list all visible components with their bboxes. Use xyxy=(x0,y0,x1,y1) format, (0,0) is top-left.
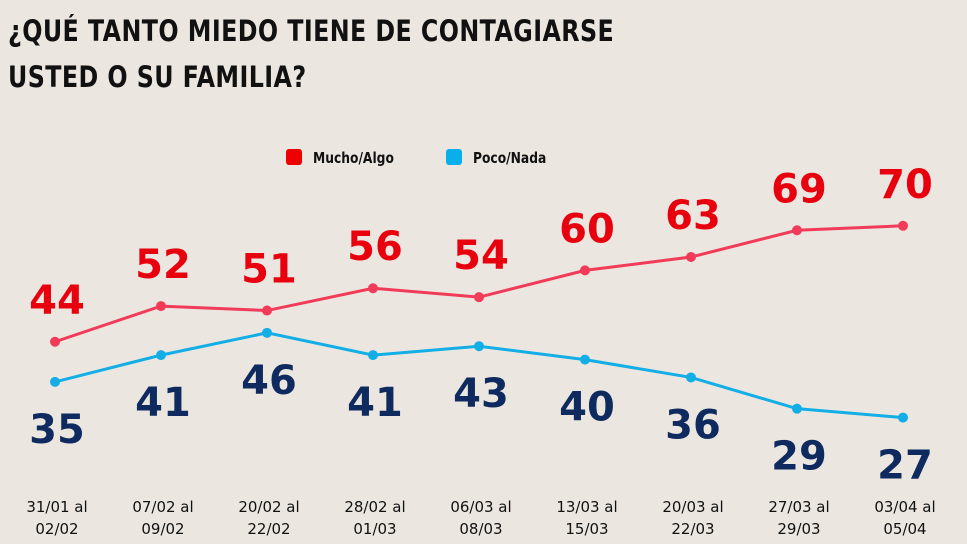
legend-swatch xyxy=(446,149,462,165)
x-tick-label: 27/03 al xyxy=(768,498,829,516)
title-line-2: USTED O SU FAMILIA? xyxy=(8,60,307,94)
x-tick-label: 05/04 xyxy=(883,520,926,538)
x-tick-label: 29/03 xyxy=(777,520,820,538)
x-tick-label: 01/03 xyxy=(353,520,396,538)
data-label: 29 xyxy=(771,434,827,480)
x-tick-label: 20/03 al xyxy=(662,498,723,516)
data-label: 41 xyxy=(135,380,191,426)
data-label: 54 xyxy=(453,233,509,279)
data-point xyxy=(474,292,484,303)
data-point xyxy=(156,301,166,312)
x-tick-label: 22/03 xyxy=(671,520,714,538)
data-point xyxy=(686,252,696,263)
data-point xyxy=(156,350,166,361)
data-label: 51 xyxy=(241,247,297,293)
data-label: 60 xyxy=(559,206,615,252)
legend-label: Poco/Nada xyxy=(473,150,546,167)
data-label: 63 xyxy=(665,193,721,239)
data-label: 52 xyxy=(135,242,191,288)
x-tick-label: 31/01 al xyxy=(26,498,87,516)
legend-label: Mucho/Algo xyxy=(313,150,394,167)
data-label: 36 xyxy=(665,402,721,448)
x-tick-label: 15/03 xyxy=(565,520,608,538)
x-tick-label: 03/04 al xyxy=(874,498,935,516)
data-point xyxy=(580,354,590,365)
data-point xyxy=(792,225,802,236)
data-point xyxy=(898,412,908,423)
x-tick-label: 22/02 xyxy=(247,520,290,538)
data-label: 70 xyxy=(877,162,933,208)
data-label: 43 xyxy=(453,371,509,417)
data-point xyxy=(792,403,802,414)
data-label: 41 xyxy=(347,380,403,426)
data-point xyxy=(50,336,60,347)
title-line-1: ¿QUÉ TANTO MIEDO TIENE DE CONTAGIARSE xyxy=(8,14,615,48)
data-label: 46 xyxy=(241,358,297,404)
data-label: 27 xyxy=(877,443,933,489)
data-label: 40 xyxy=(559,385,615,431)
chart-title: ¿QUÉ TANTO MIEDO TIENE DE CONTAGIARSE UST… xyxy=(8,8,614,100)
x-tick-label: 28/02 al xyxy=(344,498,405,516)
data-point xyxy=(262,305,272,316)
data-point xyxy=(50,376,60,387)
data-label: 56 xyxy=(347,224,403,270)
x-tick-label: 06/03 al xyxy=(450,498,511,516)
x-tick-label: 13/03 al xyxy=(556,498,617,516)
data-point xyxy=(368,283,378,294)
x-tick-label: 02/02 xyxy=(35,520,78,538)
data-label: 69 xyxy=(771,166,827,212)
data-point xyxy=(262,327,272,338)
data-point xyxy=(686,372,696,383)
data-point xyxy=(368,350,378,361)
data-point xyxy=(580,265,590,276)
x-tick-label: 20/02 al xyxy=(238,498,299,516)
x-tick-label: 07/02 al xyxy=(132,498,193,516)
data-point xyxy=(474,341,484,352)
legend-swatch xyxy=(286,149,302,165)
data-label: 44 xyxy=(29,278,85,324)
x-tick-label: 09/02 xyxy=(141,520,184,538)
data-label: 35 xyxy=(29,407,85,453)
data-point xyxy=(898,220,908,231)
x-tick-label: 08/03 xyxy=(459,520,502,538)
